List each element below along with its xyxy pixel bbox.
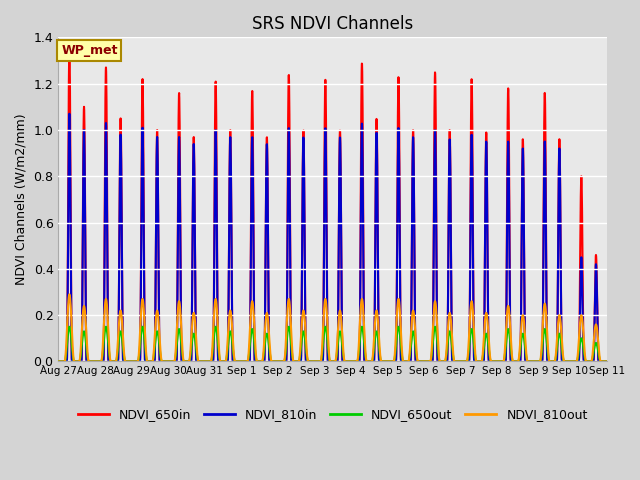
Title: SRS NDVI Channels: SRS NDVI Channels (252, 15, 413, 33)
Y-axis label: NDVI Channels (W/m2/mm): NDVI Channels (W/m2/mm) (15, 114, 28, 285)
Legend: NDVI_650in, NDVI_810in, NDVI_650out, NDVI_810out: NDVI_650in, NDVI_810in, NDVI_650out, NDV… (73, 403, 593, 426)
Text: WP_met: WP_met (61, 44, 118, 57)
